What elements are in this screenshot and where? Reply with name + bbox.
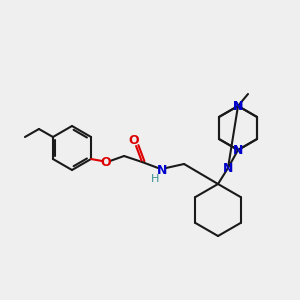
Text: O: O bbox=[129, 134, 140, 146]
Text: N: N bbox=[223, 161, 233, 175]
Text: H: H bbox=[151, 174, 159, 184]
Text: N: N bbox=[157, 164, 167, 176]
Text: N: N bbox=[233, 100, 243, 112]
Text: N: N bbox=[233, 100, 243, 112]
Text: O: O bbox=[101, 155, 111, 169]
Text: N: N bbox=[233, 143, 243, 157]
